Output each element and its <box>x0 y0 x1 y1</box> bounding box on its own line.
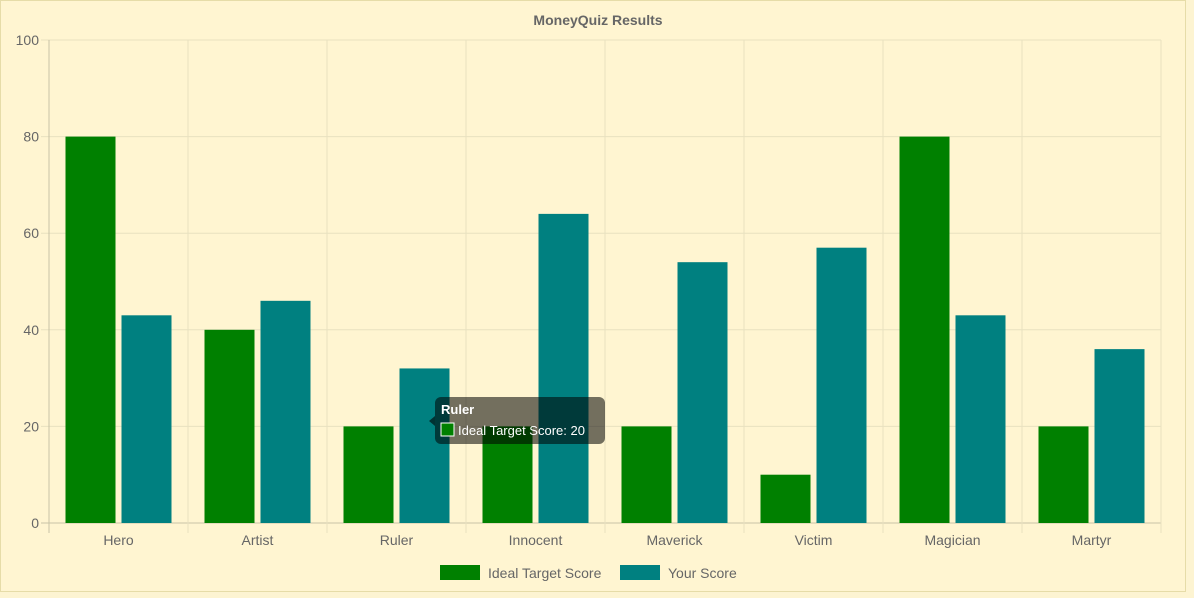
tooltip-box <box>435 397 605 444</box>
legend-swatch[interactable] <box>440 565 480 580</box>
x-tick-label: Hero <box>103 532 134 548</box>
bar-your-victim[interactable] <box>816 247 867 523</box>
bar-your-ruler[interactable] <box>399 368 450 523</box>
tooltip-swatch <box>440 422 455 437</box>
y-tick-label: 80 <box>23 129 39 145</box>
bar-ideal-ruler[interactable] <box>343 426 394 523</box>
bar-ideal-magician[interactable] <box>899 136 950 523</box>
x-tick-label: Artist <box>242 532 274 548</box>
bar-ideal-artist[interactable] <box>204 329 255 523</box>
legend: Ideal Target Score Your Score <box>440 565 737 581</box>
legend-label[interactable]: Your Score <box>668 565 737 581</box>
tooltip-title: Ruler <box>441 402 474 417</box>
axes: 0 20 40 60 80 100 Hero Artist Ruler Innocent Maver… <box>16 32 1112 548</box>
bar-your-magician[interactable] <box>955 315 1006 523</box>
tooltip-body: Ideal Target Score: 20 <box>458 423 585 438</box>
bar-ideal-maverick[interactable] <box>621 426 672 523</box>
bar-your-martyr[interactable] <box>1094 349 1145 523</box>
y-tick-label: 60 <box>23 225 39 241</box>
tooltip: Ruler Ideal Target Score: 20 <box>429 397 605 444</box>
x-tick-label: Ruler <box>380 532 414 548</box>
tooltip-caret <box>429 416 435 426</box>
legend-label[interactable]: Ideal Target Score <box>488 565 602 581</box>
x-tick-label: Maverick <box>646 532 703 548</box>
chart-title: MoneyQuiz Results <box>533 12 662 28</box>
y-tick-label: 100 <box>16 32 40 48</box>
bar-ideal-martyr[interactable] <box>1038 426 1089 523</box>
legend-swatch[interactable] <box>620 565 660 580</box>
bars <box>65 136 1145 523</box>
y-tick-label: 40 <box>23 322 39 338</box>
bar-your-hero[interactable] <box>121 315 172 523</box>
x-tick-label: Martyr <box>1072 532 1112 548</box>
bar-your-innocent[interactable] <box>538 213 589 523</box>
x-tick-label: Victim <box>795 532 833 548</box>
bar-ideal-victim[interactable] <box>760 474 811 523</box>
bar-ideal-hero[interactable] <box>65 136 116 523</box>
y-tick-label: 0 <box>31 515 39 531</box>
x-tick-label: Magician <box>924 532 980 548</box>
y-tick-label: 20 <box>23 418 39 434</box>
x-tick-label: Innocent <box>509 532 563 548</box>
bar-your-maverick[interactable] <box>677 262 728 523</box>
bar-your-artist[interactable] <box>260 300 311 523</box>
